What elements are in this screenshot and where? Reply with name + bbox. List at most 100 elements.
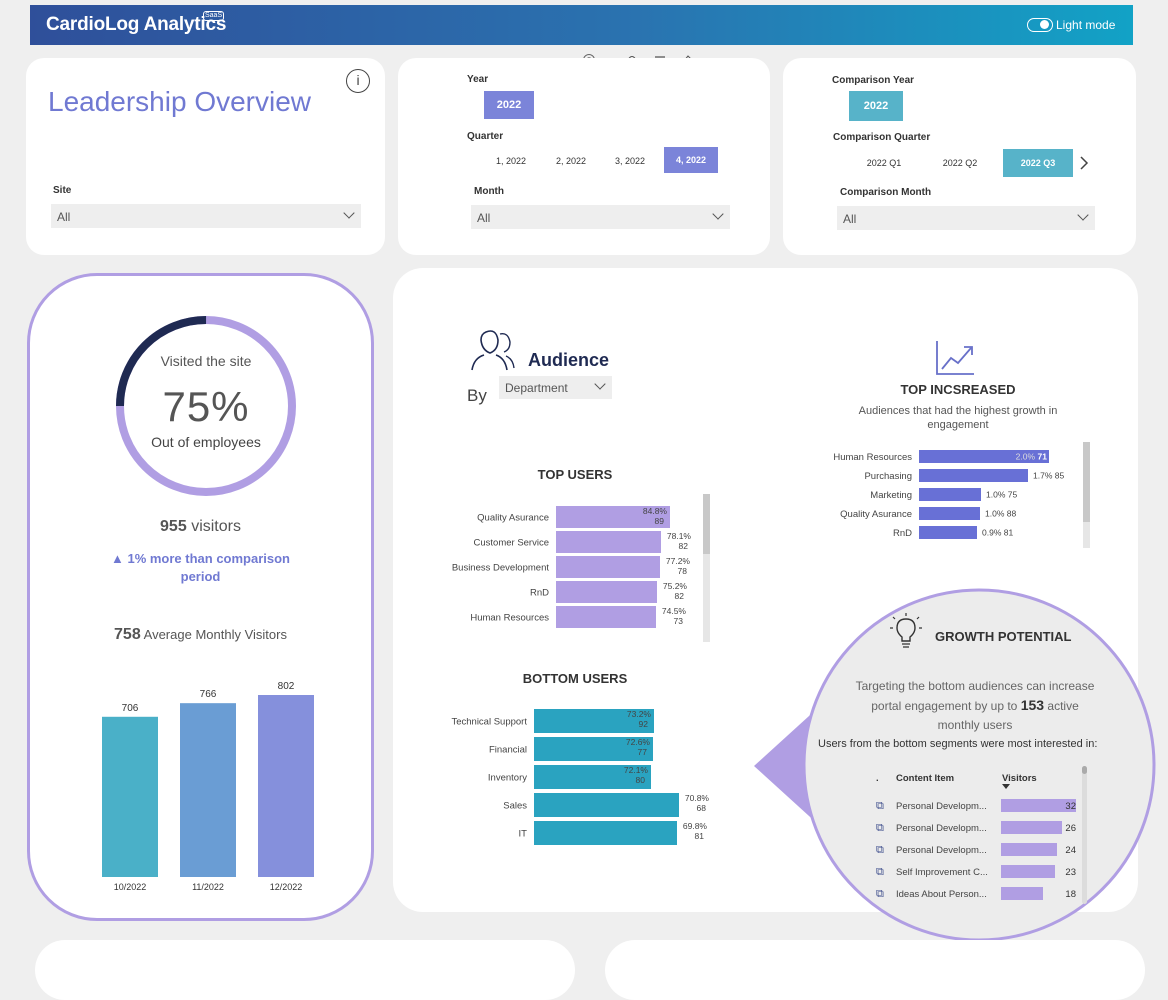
bar[interactable] — [534, 821, 677, 845]
chevron-down-icon — [343, 207, 355, 219]
quarter-button-2[interactable]: 2, 2022 — [555, 156, 587, 166]
bar[interactable] — [534, 737, 653, 761]
increased-scrollbar[interactable] — [1083, 442, 1090, 548]
visitors-word: visitors — [191, 518, 241, 535]
light-mode-label: Light mode — [1056, 18, 1116, 32]
visitors-number: 955 — [160, 518, 187, 535]
bar-category-label: Technical Support — [451, 717, 527, 728]
bar-percent-label: 75.2% — [663, 581, 688, 591]
content-item-name[interactable]: Personal Developm... — [896, 823, 987, 834]
content-item-name[interactable]: Personal Developm... — [896, 801, 987, 812]
col-visitors[interactable]: Visitors — [1002, 773, 1037, 784]
growth-number: 153 — [1020, 697, 1045, 713]
brand-title: CardioLog Analytics — [46, 14, 227, 35]
month-label: Month — [474, 186, 504, 197]
comparison-quarter-q2[interactable]: 2022 Q2 — [942, 158, 978, 168]
growth-text-2c: active — [1047, 699, 1079, 713]
monthly-bar-value: 706 — [122, 703, 139, 714]
bar[interactable] — [556, 506, 670, 528]
quarter-button-1[interactable]: 1, 2022 — [495, 156, 527, 166]
bar[interactable] — [534, 793, 679, 817]
avg-value: 758 — [114, 626, 141, 643]
scrollbar-thumb[interactable] — [703, 494, 710, 554]
bar-percent-label: 0.9% 81 — [982, 528, 1013, 538]
bar[interactable] — [534, 709, 654, 733]
comparison-year-button[interactable]: 2022 — [849, 91, 903, 121]
info-icon[interactable]: i — [346, 69, 370, 93]
top-users-title: TOP USERS — [537, 467, 613, 482]
scrollbar-thumb[interactable] — [1083, 442, 1090, 522]
comparison-quarter-q3[interactable]: 2022 Q3 — [1003, 149, 1073, 177]
bar[interactable] — [534, 765, 651, 789]
site-dropdown[interactable]: All — [51, 204, 361, 228]
light-mode-toggle[interactable] — [1027, 18, 1053, 32]
top-increased-subtitle: Audiences that had the highest growth in… — [833, 404, 1083, 432]
growth-text-line-2: portal engagement by up to 153 active — [820, 696, 1130, 716]
bottom-users-chart: Technical Support 73.2%92 Financial 72.6%77… — [451, 709, 709, 845]
app-header: CardioLog Analytics SaaS Light mode — [30, 5, 1133, 45]
top-users-scrollbar[interactable] — [703, 494, 710, 642]
monthly-bar-value: 766 — [200, 689, 217, 700]
bar[interactable] — [556, 531, 661, 553]
avg-label: Average Monthly Visitors — [143, 627, 287, 642]
bar-category-label: Purchasing — [864, 471, 912, 482]
bar[interactable] — [919, 507, 980, 520]
bar-value-label: 80 — [636, 775, 646, 785]
bar-percent-label: 84.8% — [643, 506, 668, 516]
bar-percent-label: 73.2% — [627, 709, 652, 719]
monthly-bar-label: 11/2022 — [192, 882, 224, 892]
link-icon[interactable]: ⧉ — [876, 822, 884, 834]
ring-bottom-text: Out of employees — [151, 434, 261, 450]
site-dropdown-value: All — [57, 210, 71, 224]
bar[interactable] — [919, 450, 1049, 463]
scrollbar-thumb[interactable] — [1082, 766, 1087, 774]
audience-by-dropdown[interactable]: Department — [499, 376, 612, 399]
overview-card: Leadership Overview i Site All — [26, 58, 385, 255]
page-title: Leadership Overview — [48, 86, 312, 117]
visitors-bar — [1001, 799, 1076, 812]
sort-desc-icon — [1002, 784, 1010, 789]
comparison-quarter-q1[interactable]: 2022 Q1 — [866, 158, 902, 168]
content-item-name[interactable]: Self Improvement C... — [896, 867, 988, 878]
bar-category-label: Quality Asurance — [477, 513, 549, 524]
bar[interactable] — [919, 488, 981, 501]
saas-badge: SaaS — [203, 11, 225, 21]
comparison-quarter-label: Comparison Quarter — [833, 132, 931, 143]
growth-subtitle: Users from the bottom segments were most… — [818, 738, 1098, 750]
col-content-item[interactable]: Content Item — [896, 773, 955, 784]
content-table-scrollbar[interactable] — [1082, 766, 1087, 904]
bar-category-label: Human Resources — [833, 452, 912, 463]
bar[interactable] — [919, 469, 1028, 482]
bar-percent-label: 1.0% 88 — [985, 509, 1016, 519]
bar[interactable] — [919, 526, 977, 539]
link-icon[interactable]: ⧉ — [876, 844, 884, 856]
visits-card: Visited the site 75% Out of employees 95… — [27, 273, 374, 921]
link-icon[interactable]: ⧉ — [876, 866, 884, 878]
visitors-bar — [1001, 865, 1055, 878]
monthly-bar[interactable] — [258, 695, 314, 877]
quarter-label: Quarter — [467, 131, 504, 142]
year-button-2022[interactable]: 2022 — [484, 91, 534, 119]
monthly-bar[interactable] — [180, 703, 236, 877]
bar-value-label: 73 — [674, 616, 684, 626]
content-item-name[interactable]: Personal Developm... — [896, 845, 987, 856]
bar[interactable] — [556, 556, 660, 578]
quarter-button-3[interactable]: 3, 2022 — [614, 156, 646, 166]
quarter-button-4[interactable]: 4, 2022 — [664, 147, 718, 173]
col-dot: . — [876, 773, 879, 784]
bar[interactable] — [556, 581, 657, 603]
trend-up-icon — [936, 341, 974, 375]
link-icon[interactable]: ⧉ — [876, 800, 884, 812]
monthly-bar[interactable] — [102, 716, 158, 877]
year-label: Year — [467, 74, 489, 85]
chevron-right-icon[interactable] — [1079, 155, 1089, 171]
month-dropdown[interactable]: All — [471, 205, 730, 229]
link-icon[interactable]: ⧉ — [876, 888, 884, 900]
visits-ring — [116, 316, 296, 496]
ring-dark-segment — [116, 316, 296, 496]
bar-percent-label: 78.1% — [667, 531, 692, 541]
content-item-name[interactable]: Ideas About Person... — [896, 889, 987, 900]
comparison-month-dropdown[interactable]: All — [837, 206, 1095, 230]
bar[interactable] — [556, 606, 656, 628]
visitors-value: 18 — [1065, 889, 1076, 900]
